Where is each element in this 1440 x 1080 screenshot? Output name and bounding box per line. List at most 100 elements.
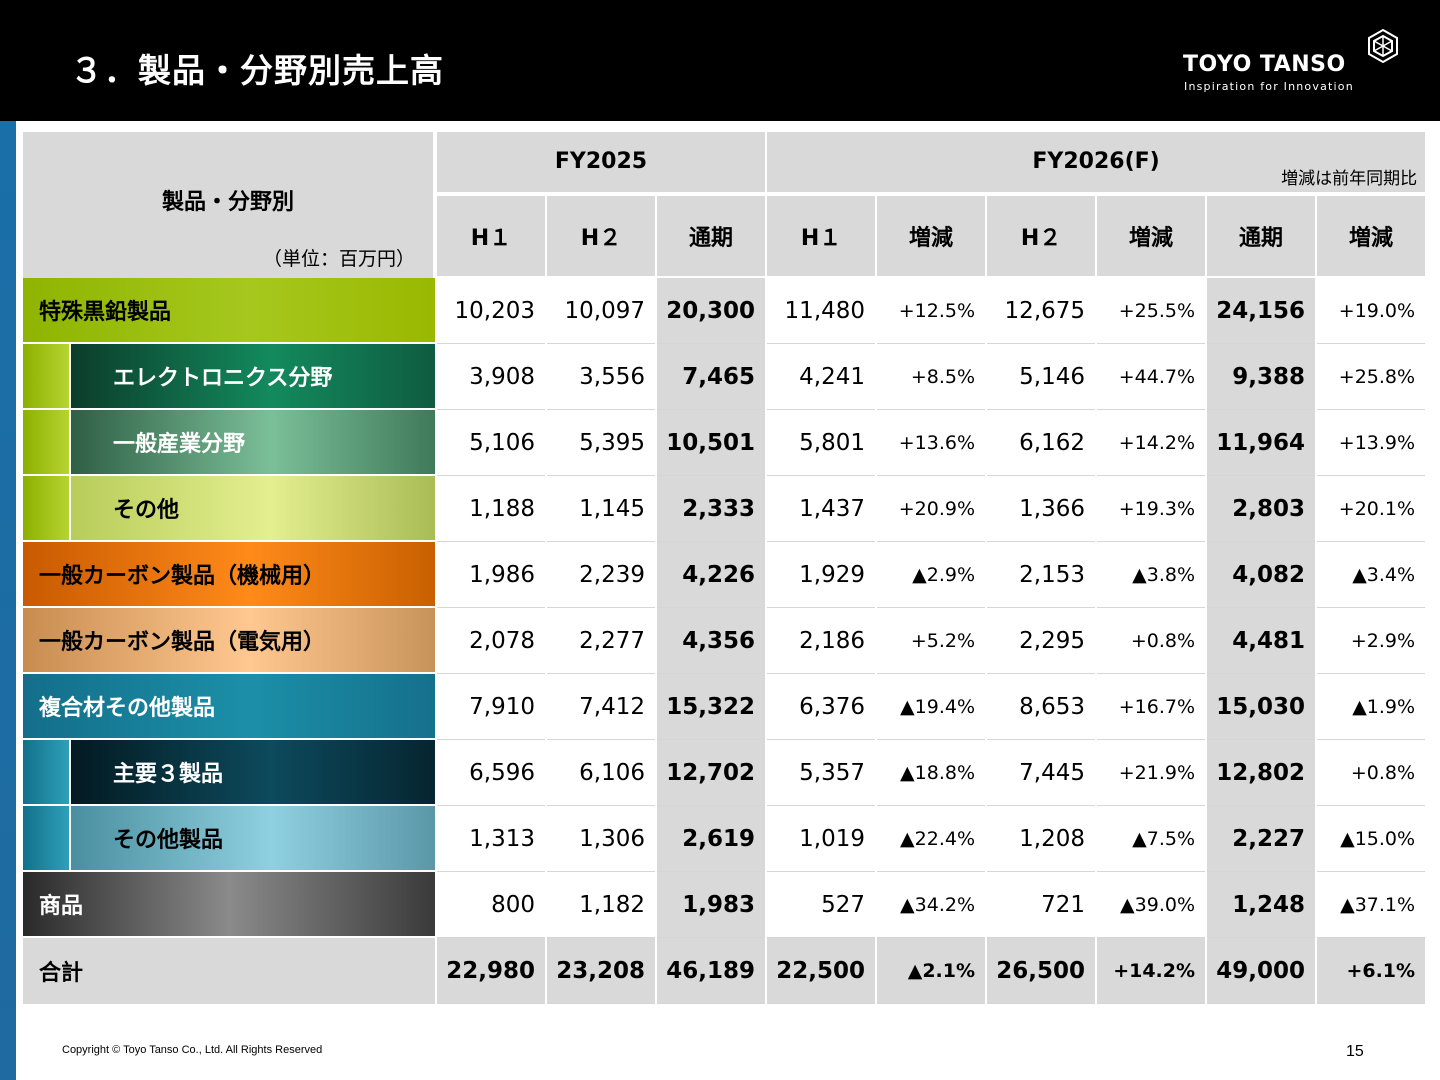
cell: ▲19.4% [877, 674, 986, 740]
cell: 2,803 [1207, 476, 1316, 542]
cell: 12,802 [1207, 740, 1316, 806]
cell: +13.9% [1317, 410, 1426, 476]
logo-mark-icon [1368, 28, 1398, 64]
cell: +0.8% [1317, 740, 1426, 806]
cell: +20.1% [1317, 476, 1426, 542]
cell: ▲34.2% [877, 872, 986, 938]
cell: 1,313 [437, 806, 545, 872]
cell: 6,106 [547, 740, 655, 806]
row-label: 主要３製品 [71, 740, 435, 806]
cell: 527 [767, 872, 876, 938]
page-title: ３．製品・分野別売上高 [70, 51, 444, 90]
col-h1-change: 増減 [877, 195, 986, 278]
cell: 1,188 [437, 476, 545, 542]
cell: 2,078 [437, 608, 545, 674]
cell: 800 [437, 872, 545, 938]
cell: ▲37.1% [1317, 872, 1426, 938]
group-marker [23, 476, 69, 542]
col-h2-change: 増減 [1097, 195, 1206, 278]
fy2026-label: FY2026(F) [1032, 149, 1160, 175]
cell: 5,146 [987, 344, 1096, 410]
cell: 7,445 [987, 740, 1096, 806]
cell: 26,500 [987, 938, 1096, 1004]
cell: +19.0% [1317, 278, 1426, 344]
cell: 6,596 [437, 740, 545, 806]
row-label: その他 [71, 476, 435, 542]
cell: 2,239 [547, 542, 655, 608]
col-full-change: 増減 [1317, 195, 1426, 278]
row-label: その他製品 [71, 806, 435, 872]
cell: 9,388 [1207, 344, 1316, 410]
table-row: その他 1,188 1,145 2,333 1,437 +20.9% 1,366… [23, 476, 1426, 542]
row-label: 複合材その他製品 [23, 674, 435, 740]
row-label: エレクトロニクス分野 [71, 344, 435, 410]
cell: 7,465 [657, 344, 766, 410]
cell: 22,500 [767, 938, 876, 1004]
col-h2-fy2026: H２ [987, 195, 1096, 278]
group-marker [23, 740, 69, 806]
cell: 12,675 [987, 278, 1096, 344]
cell: 1,019 [767, 806, 876, 872]
cell: 3,556 [547, 344, 655, 410]
cell: 5,357 [767, 740, 876, 806]
cell: 1,983 [657, 872, 766, 938]
left-accent-bar [0, 121, 16, 1080]
copyright: Copyright © Toyo Tanso Co., Ltd. All Rig… [62, 1044, 323, 1056]
category-header: 製品・分野別 （単位：百万円） [23, 132, 435, 278]
total-row: 合計 22,980 23,208 46,189 22,500 ▲2.1% 26,… [23, 938, 1426, 1004]
cell: +5.2% [877, 608, 986, 674]
cell: 7,910 [437, 674, 545, 740]
cell: 721 [987, 872, 1096, 938]
cell: 2,186 [767, 608, 876, 674]
cell: +0.8% [1097, 608, 1206, 674]
row-label: 特殊黒鉛製品 [23, 278, 435, 344]
table-row: 複合材その他製品 7,910 7,412 15,322 6,376 ▲19.4%… [23, 674, 1426, 740]
cell: 4,226 [657, 542, 766, 608]
cell: 3,908 [437, 344, 545, 410]
logo-tagline: Inspiration for Innovation [1184, 80, 1354, 93]
cell: 6,162 [987, 410, 1096, 476]
cell: +25.5% [1097, 278, 1206, 344]
unit-label: （単位：百万円） [262, 248, 415, 270]
cell: 5,801 [767, 410, 876, 476]
cell: ▲2.9% [877, 542, 986, 608]
cell: 4,082 [1207, 542, 1316, 608]
cell: 46,189 [657, 938, 766, 1004]
cell: ▲3.8% [1097, 542, 1206, 608]
cell: +14.2% [1097, 938, 1206, 1004]
table-row: 商品 800 1,182 1,983 527 ▲34.2% 721 ▲39.0%… [23, 872, 1426, 938]
company-logo: TOYO TANSO Inspiration for Innovation [1183, 28, 1413, 98]
cell: +13.6% [877, 410, 986, 476]
group-marker [23, 410, 69, 476]
cell: 6,376 [767, 674, 876, 740]
cell: 24,156 [1207, 278, 1316, 344]
cell: ▲2.1% [877, 938, 986, 1004]
cell: 12,702 [657, 740, 766, 806]
cell: 4,241 [767, 344, 876, 410]
cell: 5,106 [437, 410, 545, 476]
cell: 1,986 [437, 542, 545, 608]
cell: ▲15.0% [1317, 806, 1426, 872]
logo-name: TOYO TANSO [1183, 52, 1346, 77]
comparison-note: 増減は前年同期比 [1281, 169, 1418, 189]
table-row: エレクトロニクス分野 3,908 3,556 7,465 4,241 +8.5%… [23, 344, 1426, 410]
row-label: 合計 [23, 938, 435, 1004]
row-label: 一般カーボン製品（電気用） [23, 608, 435, 674]
cell: 1,929 [767, 542, 876, 608]
cell: 4,481 [1207, 608, 1316, 674]
cell: 15,322 [657, 674, 766, 740]
cell: 8,653 [987, 674, 1096, 740]
table-row: 一般カーボン製品（機械用） 1,986 2,239 4,226 1,929 ▲2… [23, 542, 1426, 608]
table-row: 一般カーボン製品（電気用） 2,078 2,277 4,356 2,186 +5… [23, 608, 1426, 674]
col-full-fy2025: 通期 [657, 195, 766, 278]
cell: +2.9% [1317, 608, 1426, 674]
cell: 4,356 [657, 608, 766, 674]
table-row: その他製品 1,313 1,306 2,619 1,019 ▲22.4% 1,2… [23, 806, 1426, 872]
cell: 10,501 [657, 410, 766, 476]
cell: 2,295 [987, 608, 1096, 674]
cell: 1,208 [987, 806, 1096, 872]
header-bar: ３．製品・分野別売上高 TOYO TANSO Inspiration for I… [0, 0, 1440, 121]
cell: 10,203 [437, 278, 545, 344]
cell: 5,395 [547, 410, 655, 476]
cell: ▲3.4% [1317, 542, 1426, 608]
